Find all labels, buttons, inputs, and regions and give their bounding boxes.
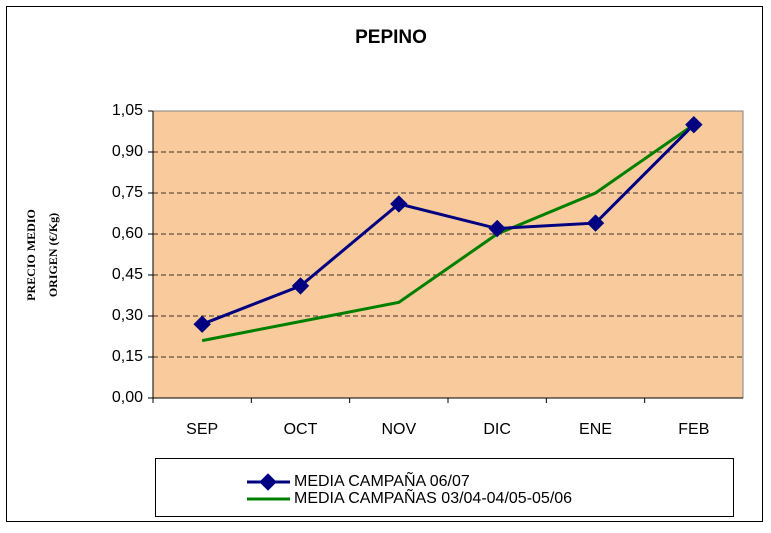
y-tick-label: 0,75 bbox=[112, 184, 143, 201]
series-line bbox=[201, 123, 695, 343]
y-tick-label: 0,30 bbox=[112, 307, 143, 324]
x-tick-label: NOV bbox=[381, 421, 416, 438]
point bbox=[685, 115, 703, 134]
y-tick-label: 1,05 bbox=[112, 102, 143, 119]
point bbox=[390, 195, 408, 213]
y-tick-label: 0,60 bbox=[112, 225, 143, 242]
x-tick-label: OCT bbox=[284, 421, 318, 438]
y-axis-label: PRECIO MEDIO ORIGEN (€/Kg) bbox=[24, 209, 60, 301]
point bbox=[193, 315, 211, 333]
y-tick-label: 0,15 bbox=[112, 348, 143, 365]
x-tick-label: SEP bbox=[186, 421, 218, 438]
y-tick-label: 0,90 bbox=[112, 143, 143, 160]
series-line bbox=[201, 123, 695, 326]
y-axis-label-line: ORIGEN (€/Kg) bbox=[46, 213, 60, 297]
legend-label: MEDIA CAMPAÑAS 03/04-04/05-05/06 bbox=[294, 487, 572, 507]
point bbox=[488, 219, 506, 238]
y-tick-label: 0,45 bbox=[112, 266, 143, 283]
chart-title: PEPINO bbox=[355, 27, 427, 48]
legend-marker bbox=[259, 473, 277, 491]
x-tick-label: DIC bbox=[483, 421, 511, 438]
point bbox=[291, 277, 310, 295]
x-tick-label: FEB bbox=[678, 421, 709, 438]
legend-box bbox=[155, 458, 734, 517]
legend-label: MEDIA CAMPAÑA 06/07 bbox=[294, 470, 470, 490]
x-tick-label: ENE bbox=[579, 421, 612, 438]
point bbox=[586, 214, 605, 232]
y-tick-label: 0,00 bbox=[112, 389, 143, 406]
plot-area bbox=[153, 111, 743, 398]
y-axis-label-line: PRECIO MEDIO bbox=[24, 209, 38, 301]
